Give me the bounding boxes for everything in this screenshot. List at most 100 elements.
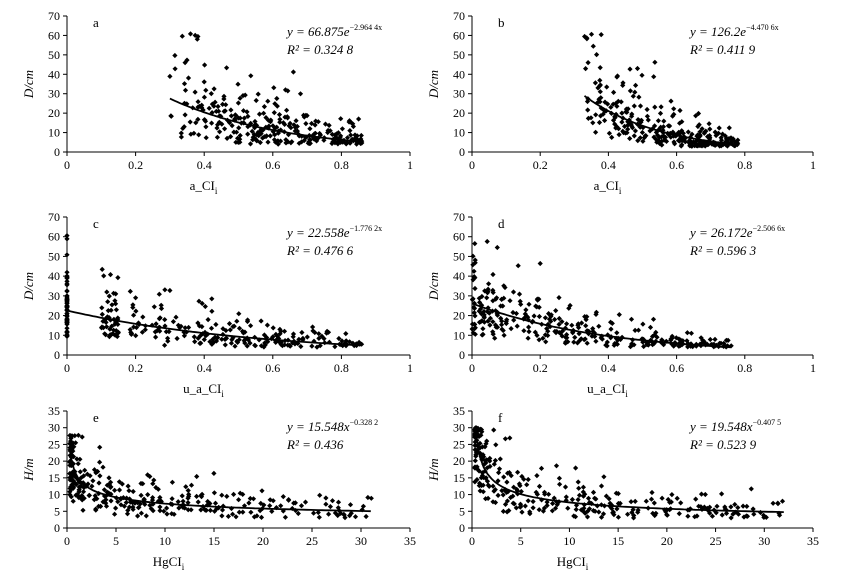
panel-c-point xyxy=(64,288,70,294)
panel-d-y-tick-label: 40 xyxy=(453,269,465,283)
panel-a-y-tick-label: 0 xyxy=(54,145,60,159)
panel-b-point xyxy=(590,43,596,49)
panel-e-point xyxy=(145,472,151,478)
panel-c-point xyxy=(212,334,218,340)
panel-a-point xyxy=(214,125,220,131)
panel-f-point xyxy=(511,501,517,507)
panel-c-point xyxy=(113,307,119,313)
panel-e-point xyxy=(145,492,151,498)
panel-c-point xyxy=(222,342,228,348)
panel-a-point xyxy=(346,118,353,124)
panel-c-point xyxy=(211,339,217,345)
panel-f-point xyxy=(472,458,478,464)
panel-d-point xyxy=(510,289,517,295)
panel-f-point xyxy=(501,474,507,480)
panel-e-point xyxy=(233,514,239,520)
panel-d-point xyxy=(721,340,727,346)
panel-f-x-tick-label: 20 xyxy=(661,534,673,548)
panel-c-point xyxy=(167,287,173,294)
panel-e-point xyxy=(70,440,76,446)
panel-a-point xyxy=(354,141,360,147)
panel-c-point xyxy=(258,318,264,324)
panel-e-point xyxy=(220,503,226,509)
panel-e-point xyxy=(79,493,85,499)
panel-c-point xyxy=(227,327,233,333)
panel-d-point xyxy=(490,298,496,304)
panel-b-x-tick-label: 0.4 xyxy=(601,158,616,172)
panel-b-point xyxy=(627,88,633,94)
panel-a-point xyxy=(224,135,230,141)
panel-f-point xyxy=(696,503,702,509)
panel-f-point xyxy=(473,425,479,431)
panel-a-point xyxy=(235,81,241,87)
panel-b-point xyxy=(600,111,606,117)
panel-a-point xyxy=(206,105,212,111)
panel-f-point xyxy=(693,496,699,502)
panel-a-point xyxy=(215,122,221,128)
panel-f-point xyxy=(719,491,725,497)
panel-d-y-tick-label: 30 xyxy=(453,289,465,303)
panel-d-point xyxy=(608,319,614,325)
panel-b-point xyxy=(585,107,591,113)
panel-a-point xyxy=(222,108,228,114)
panel-c-point xyxy=(343,331,349,337)
panel-b-point xyxy=(732,142,738,148)
panel-b-point xyxy=(651,74,657,80)
panel-d-point xyxy=(484,309,490,315)
panel-a-point xyxy=(299,139,305,145)
panel-a-point xyxy=(339,126,345,132)
panel-a-point xyxy=(254,138,260,144)
panel-e-point xyxy=(116,487,123,493)
panel-b-point xyxy=(614,73,621,79)
panel-a-point xyxy=(274,95,280,102)
panel-f-point xyxy=(740,503,746,509)
panel-e-x-tick-label: 30 xyxy=(355,534,367,548)
panel-e-point xyxy=(360,503,366,509)
panel-b-point xyxy=(627,135,633,142)
panel-d-point xyxy=(684,338,690,344)
panel-e-point xyxy=(93,507,99,513)
panel-c-point xyxy=(261,332,267,338)
panel-d-point xyxy=(628,316,635,322)
panel-b-point xyxy=(594,52,600,58)
panel-c-point xyxy=(64,333,70,339)
panel-d-point xyxy=(599,336,605,342)
panel-d-point xyxy=(498,315,504,321)
panel-e-point xyxy=(124,495,130,501)
panel-d-point xyxy=(596,323,602,329)
panel-e-point xyxy=(81,485,87,491)
panel-e-point xyxy=(246,500,252,506)
panel-d-point xyxy=(556,330,562,336)
panel-e-point xyxy=(161,508,167,514)
panel-d-point xyxy=(669,333,675,339)
panel-e-point xyxy=(365,494,371,501)
panel-b-y-tick-label: 60 xyxy=(453,28,465,42)
panel-a-point xyxy=(242,92,248,98)
panel-f-point xyxy=(477,480,483,486)
panel-a-point xyxy=(224,65,230,71)
panel-d-point xyxy=(486,281,492,287)
panel-b-point xyxy=(720,131,726,137)
panel-d-point xyxy=(471,300,477,306)
panel-a-point xyxy=(285,115,291,121)
panel-f-point xyxy=(669,492,675,498)
panel-d-point xyxy=(490,319,496,325)
panel-d-point xyxy=(560,328,566,334)
panel-a-point xyxy=(250,137,256,143)
panel-e-point xyxy=(335,505,341,511)
panel-b-point xyxy=(625,122,631,128)
panel-d-point xyxy=(564,321,570,327)
panel-c-point xyxy=(105,299,111,305)
panel-e-point xyxy=(91,497,97,503)
panel-e-point xyxy=(363,513,369,520)
panel-c-point xyxy=(316,335,322,341)
panel-e-point xyxy=(323,495,329,501)
panel-a-point xyxy=(223,102,229,108)
panel-d-y-tick-label: 60 xyxy=(453,230,465,244)
panel-e-point xyxy=(124,511,131,517)
panel-e-point xyxy=(348,510,354,516)
panel-a-point xyxy=(184,57,190,63)
panel-d-point xyxy=(647,324,654,330)
panel-b-point xyxy=(619,110,625,116)
panel-c-point xyxy=(231,323,237,329)
